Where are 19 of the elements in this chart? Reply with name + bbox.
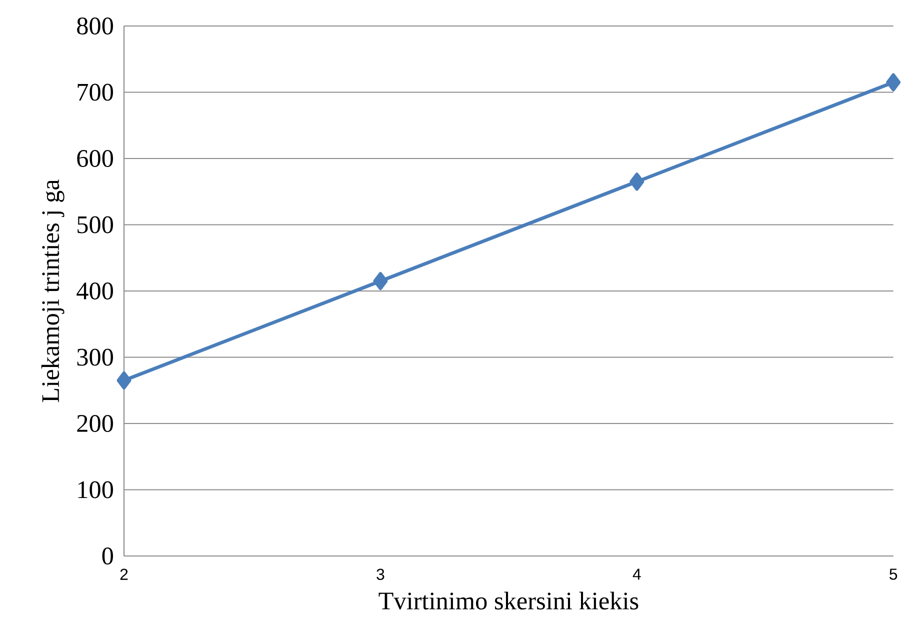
x-tick-label: 4: [632, 568, 641, 580]
y-tick-label: 500: [78, 216, 113, 234]
point: [630, 172, 644, 191]
x-tick-label: 5: [890, 568, 898, 580]
y-tick-label: 600: [77, 150, 113, 168]
x-axis-title: Tvirtinimo skersini kiekis: [378, 592, 638, 610]
y-tick-label: 400: [76, 282, 113, 300]
y-tick-label: 0: [102, 547, 113, 565]
x-tick-label: 2: [120, 568, 128, 580]
y-tick-label: 200: [77, 414, 113, 432]
point: [373, 272, 388, 290]
point: [886, 73, 901, 92]
x-tick-label: 3: [376, 568, 384, 580]
y-tick-label: 700: [78, 84, 113, 101]
y-axis-title: Liekamoji trinties j ga: [41, 180, 64, 402]
y-tick-label: 800: [77, 17, 113, 35]
y-tick-label: 100: [78, 481, 113, 498]
y-tick-label: 300: [77, 348, 113, 366]
point: [116, 371, 132, 390]
